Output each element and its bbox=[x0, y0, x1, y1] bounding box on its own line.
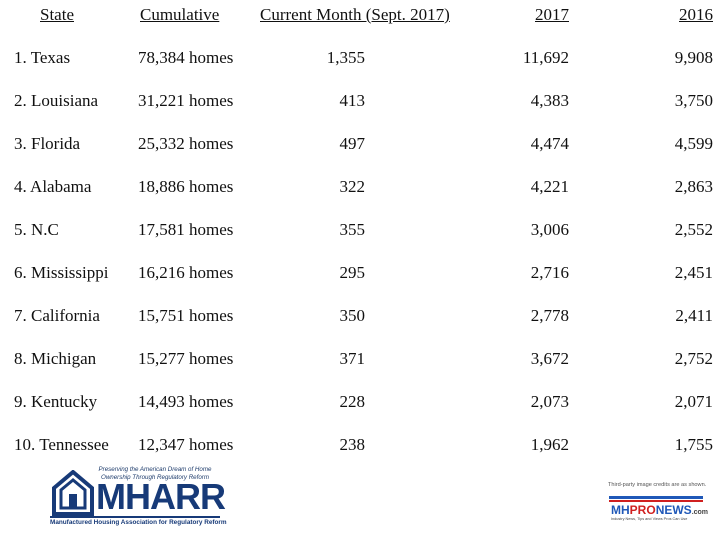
cell-current: 238 bbox=[339, 435, 366, 454]
table-row: 6. Mississippi 16,216 homes 295 2,716 2,451 bbox=[0, 263, 719, 287]
cell-current: 497 bbox=[339, 134, 366, 153]
cell-y2017: 4,221 bbox=[530, 177, 569, 196]
table-row: 1. Texas 78,384 homes 1,355 11,692 9,908 bbox=[0, 48, 719, 72]
mharr-divider bbox=[50, 516, 220, 518]
mhpronews-logo: MHPRONEWS.com Industry News, Tips and Vi… bbox=[609, 496, 708, 524]
mhpronews-mh: MH bbox=[611, 503, 630, 517]
table-row: 2. Louisiana 31,221 homes 413 4,383 3,750 bbox=[0, 91, 719, 115]
cell-cumulative: 31,221 homes bbox=[138, 91, 234, 110]
cell-state: 8. Michigan bbox=[14, 349, 97, 368]
column-header-2017: 2017 bbox=[535, 5, 569, 24]
cell-y2016: 4,599 bbox=[674, 134, 713, 153]
cell-y2017: 4,383 bbox=[530, 91, 569, 110]
cell-cumulative: 15,751 homes bbox=[138, 306, 234, 325]
mharr-tagline: Preserving the American Dream of Home Ow… bbox=[98, 466, 212, 481]
cell-y2016: 2,411 bbox=[675, 306, 713, 325]
mhpronews-dotcom: .com bbox=[691, 509, 709, 516]
cell-y2016: 2,552 bbox=[674, 220, 713, 239]
cell-cumulative: 16,216 homes bbox=[138, 263, 234, 282]
cell-state: 1. Texas bbox=[14, 48, 71, 67]
table-row: 8. Michigan 15,277 homes 371 3,672 2,752 bbox=[0, 349, 719, 373]
table-row: 4. Alabama 18,886 homes 322 4,221 2,863 bbox=[0, 177, 719, 201]
cell-state: 5. N.C bbox=[14, 220, 59, 239]
cell-cumulative: 17,581 homes bbox=[138, 220, 234, 239]
cell-y2017: 4,474 bbox=[530, 134, 569, 153]
cell-y2016: 2,451 bbox=[674, 263, 713, 282]
cell-y2017: 2,778 bbox=[530, 306, 569, 325]
cell-cumulative: 14,493 homes bbox=[138, 392, 234, 411]
cell-y2016: 2,863 bbox=[674, 177, 713, 196]
cell-state: 9. Kentucky bbox=[14, 392, 98, 411]
cell-current: 1,355 bbox=[326, 48, 365, 67]
mharr-logo: Preserving the American Dream of Home Ow… bbox=[50, 466, 227, 536]
mhpronews-wordmark: MHPRONEWS.com bbox=[611, 503, 708, 517]
cell-y2016: 9,908 bbox=[674, 48, 713, 67]
cell-y2017: 1,962 bbox=[530, 435, 569, 454]
table-row: 9. Kentucky 14,493 homes 228 2,073 2,071 bbox=[0, 392, 719, 416]
cell-current: 371 bbox=[339, 349, 366, 368]
column-header-cumulative: Cumulative bbox=[140, 5, 220, 24]
cell-y2017: 3,672 bbox=[530, 349, 569, 368]
cell-current: 228 bbox=[339, 392, 366, 411]
mhpronews-news: NEWS bbox=[655, 503, 692, 517]
cell-state: 2. Louisiana bbox=[14, 91, 99, 110]
cell-state: 7. California bbox=[14, 306, 100, 325]
image-credit-text: Third-party image credits are as shown. bbox=[608, 482, 707, 488]
cell-current: 413 bbox=[339, 91, 366, 110]
house-icon bbox=[52, 470, 94, 516]
cell-current: 350 bbox=[339, 306, 366, 325]
cell-current: 322 bbox=[339, 177, 366, 196]
cell-current: 295 bbox=[339, 263, 366, 282]
mhpronews-slogan: Industry News, Tips and Views Pros Can U… bbox=[611, 517, 688, 521]
cell-y2017: 11,692 bbox=[522, 48, 569, 67]
mhpronews-red-bar bbox=[609, 500, 703, 502]
cell-y2017: 2,073 bbox=[530, 392, 569, 411]
cell-cumulative: 78,384 homes bbox=[138, 48, 234, 67]
mhpronews-blue-bar bbox=[609, 496, 703, 499]
column-header-current-month: Current Month (Sept. 2017) bbox=[260, 5, 450, 24]
cell-state: 4. Alabama bbox=[14, 177, 92, 196]
cell-y2016: 2,752 bbox=[674, 349, 713, 368]
cell-cumulative: 18,886 homes bbox=[138, 177, 234, 196]
cell-state: 10. Tennessee bbox=[14, 435, 109, 454]
column-header-2016: 2016 bbox=[679, 5, 713, 24]
cell-y2016: 1,755 bbox=[674, 435, 713, 454]
cell-y2017: 3,006 bbox=[530, 220, 569, 239]
column-header-state: State bbox=[40, 5, 74, 24]
cell-state: 6. Mississippi bbox=[14, 263, 109, 282]
mharr-full-name: Manufactured Housing Association for Reg… bbox=[50, 519, 227, 526]
table-row: 7. California 15,751 homes 350 2,778 2,411 bbox=[0, 306, 719, 330]
cell-current: 355 bbox=[339, 220, 366, 239]
mhpronews-pro: PRO bbox=[629, 503, 656, 517]
cell-y2016: 3,750 bbox=[674, 91, 713, 110]
cell-cumulative: 25,332 homes bbox=[138, 134, 234, 153]
table-row: 3. Florida 25,332 homes 497 4,474 4,599 bbox=[0, 134, 719, 158]
cell-y2016: 2,071 bbox=[674, 392, 713, 411]
cell-y2017: 2,716 bbox=[530, 263, 569, 282]
cell-cumulative: 12,347 homes bbox=[138, 435, 234, 454]
table-row: 10. Tennessee 12,347 homes 238 1,962 1,755 bbox=[0, 435, 719, 459]
mharr-wordmark: MHARR bbox=[96, 476, 226, 517]
cell-cumulative: 15,277 homes bbox=[138, 349, 234, 368]
cell-state: 3. Florida bbox=[14, 134, 81, 153]
table-row: 5. N.C 17,581 homes 355 3,006 2,552 bbox=[0, 220, 719, 244]
